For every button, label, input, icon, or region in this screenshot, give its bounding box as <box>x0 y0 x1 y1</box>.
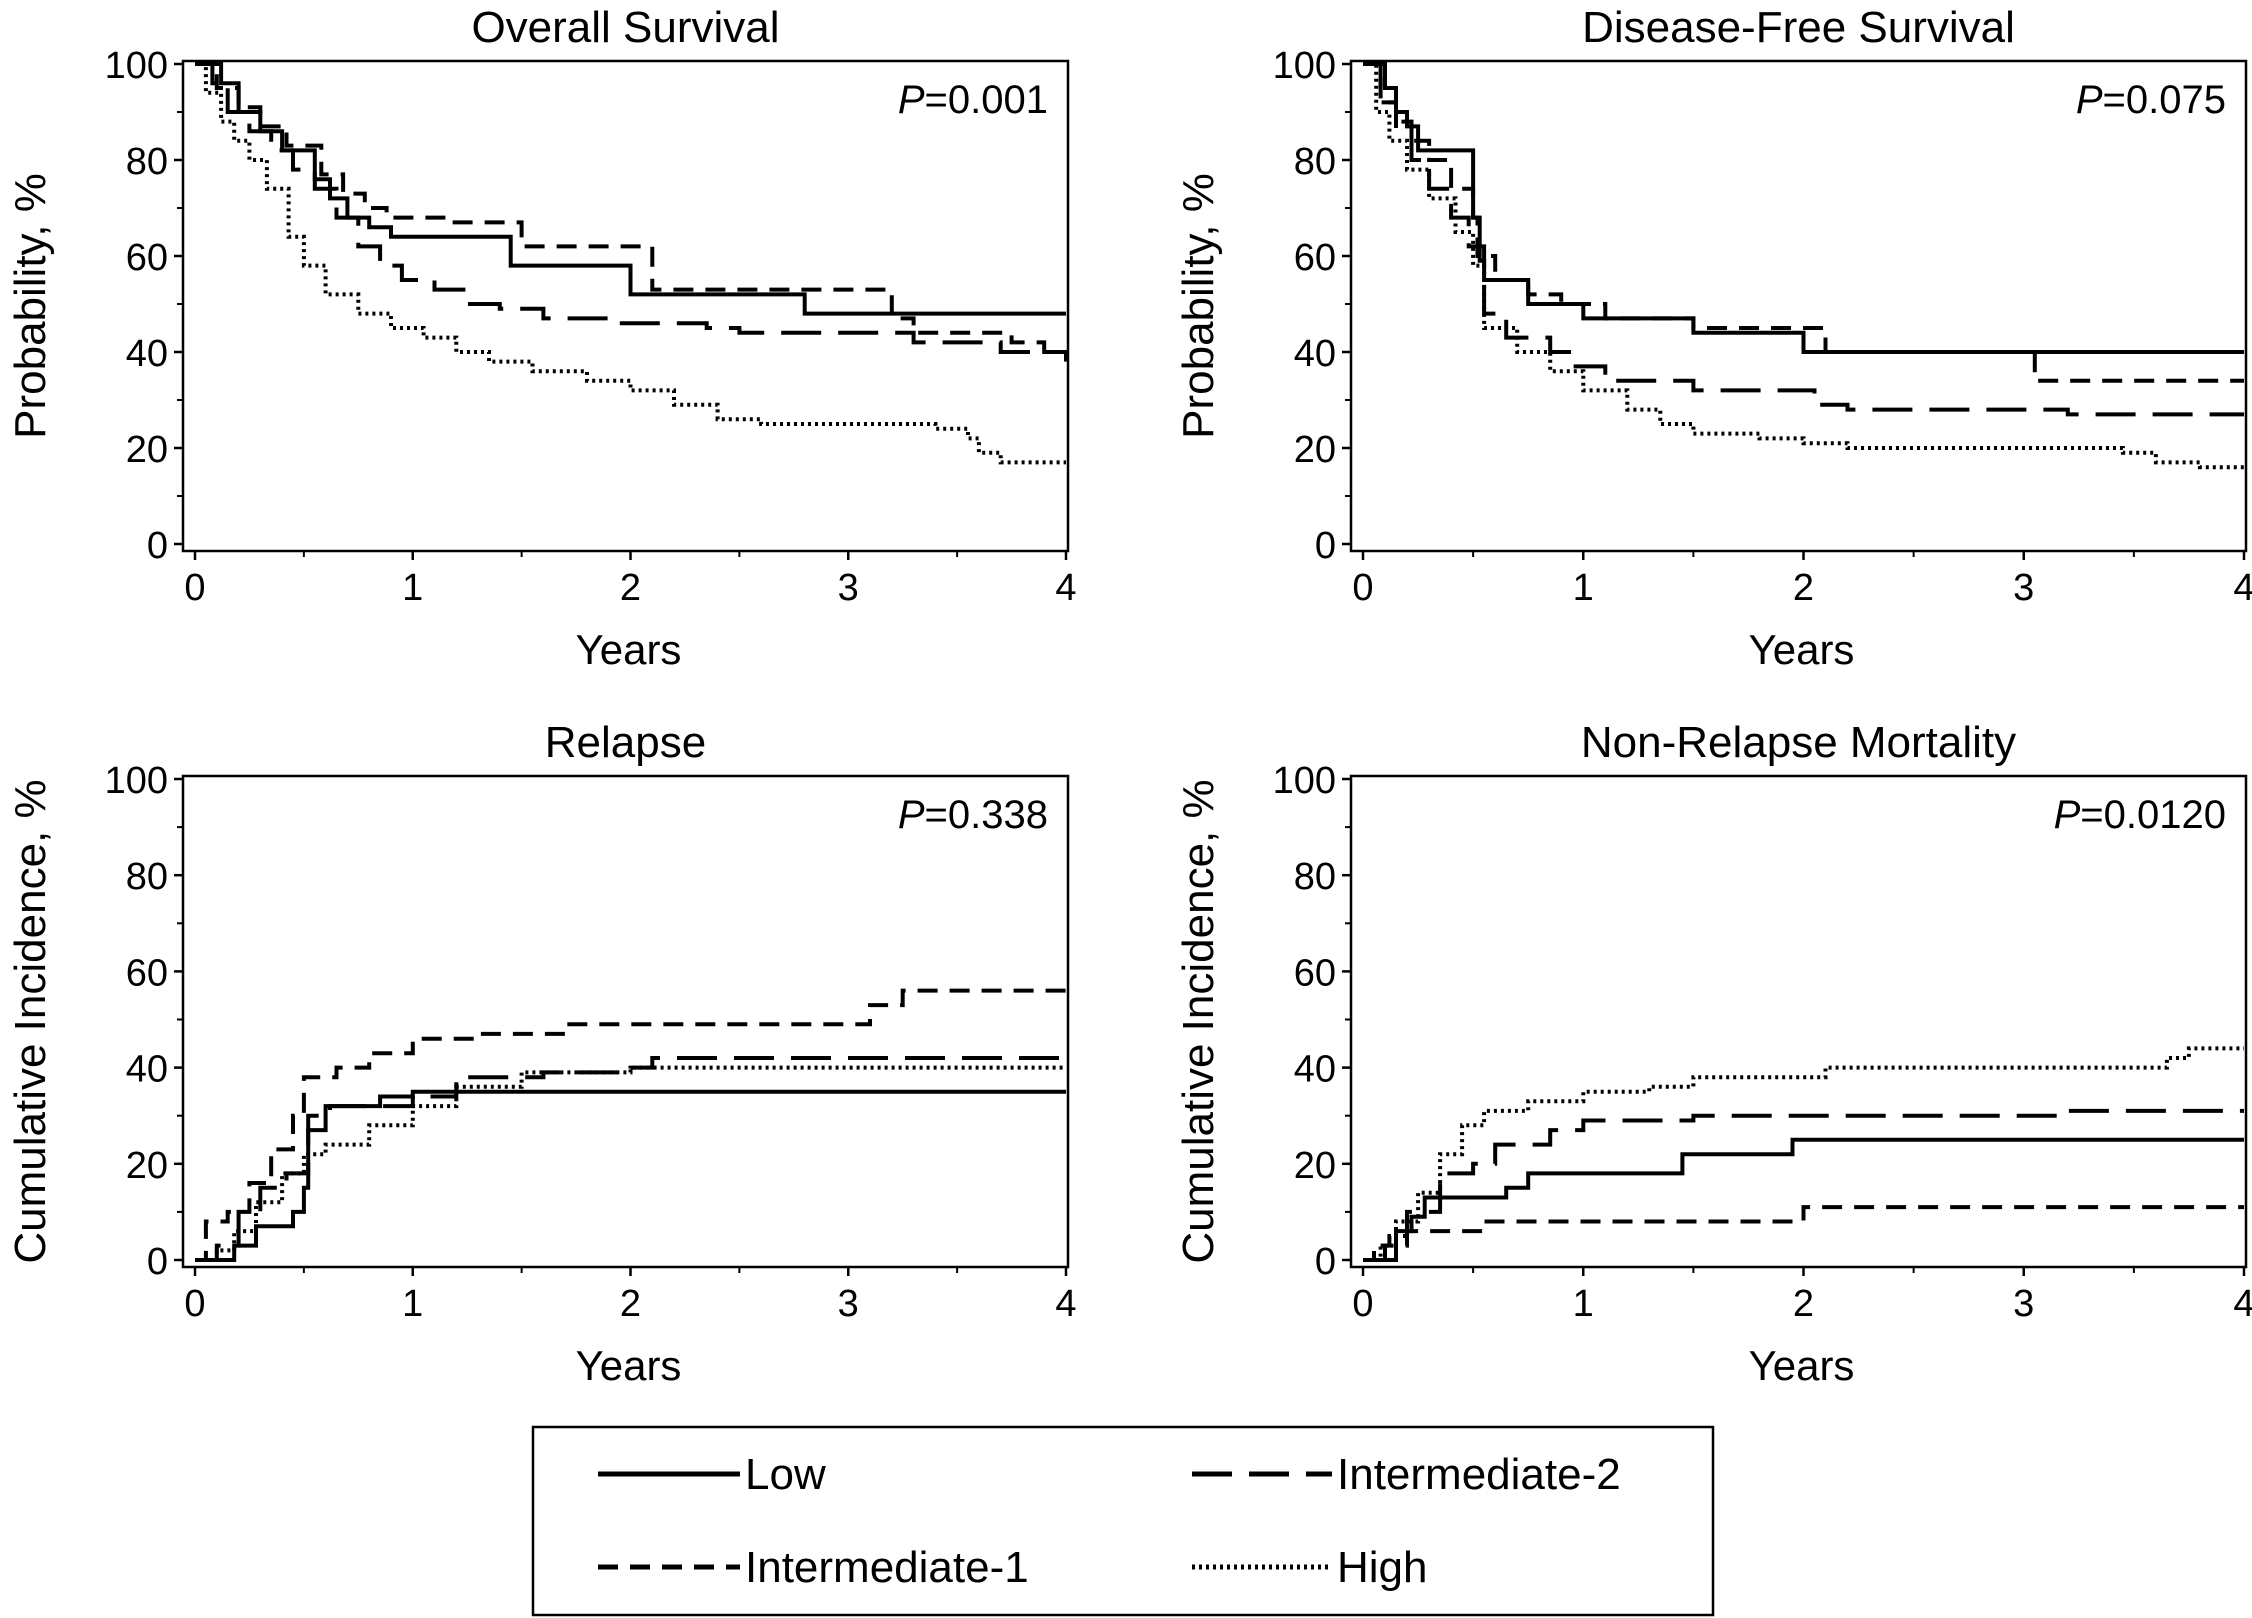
p-value-symbol: P <box>2054 793 2081 837</box>
y-tick-label: 0 <box>147 1241 168 1283</box>
series-line-high <box>1363 1046 2244 1262</box>
series-line-intermediate-2 <box>1363 1108 2244 1262</box>
y-axis-label: Probability, % <box>1174 173 1223 439</box>
x-tick-label: 0 <box>1352 567 1373 609</box>
x-axis-label: Years <box>1749 626 1855 673</box>
series-line-intermediate-2 <box>195 62 1068 362</box>
y-axis-label: Probability, % <box>6 173 55 439</box>
x-tick-label: 0 <box>184 1283 205 1325</box>
y-tick-label: 20 <box>126 1145 168 1187</box>
y-tick-label: 40 <box>126 1049 168 1091</box>
y-tick-label: 20 <box>1294 429 1336 471</box>
chart-title: Disease-Free Survival <box>1582 3 2015 52</box>
x-tick-label: 2 <box>620 567 641 609</box>
y-tick-label: 80 <box>126 141 168 183</box>
y-tick-label: 20 <box>126 429 168 471</box>
p-value-symbol: P <box>898 78 925 122</box>
legend: Low Intermediate-2 Intermediate-1 High <box>531 1425 1715 1617</box>
panel-non-relapse-mortality: Non-Relapse MortalityP=0.012002040608010… <box>1174 718 2252 1389</box>
p-value-text: =0.001 <box>925 78 1048 122</box>
series-line-low <box>195 1089 1066 1262</box>
y-tick-label: 20 <box>1294 1145 1336 1187</box>
y-tick-label: 60 <box>126 237 168 279</box>
legend-label-low: Low <box>745 1450 826 1499</box>
series-line-intermediate-2 <box>1363 62 2244 417</box>
series-line-low <box>1363 1137 2244 1262</box>
y-tick-label: 40 <box>1294 333 1336 375</box>
y-tick-label: 40 <box>126 333 168 375</box>
x-tick-label: 2 <box>620 1283 641 1325</box>
y-tick-label: 100 <box>1273 45 1336 87</box>
p-value-annotation: P=0.338 <box>898 793 1048 837</box>
y-tick-label: 60 <box>1294 952 1336 994</box>
y-tick-label: 60 <box>1294 237 1336 279</box>
panel-disease-free-survival: Disease-Free SurvivalP=0.075020406080100… <box>1174 3 2252 673</box>
x-axis-label: Years <box>576 626 682 673</box>
x-tick-label: 4 <box>1055 567 1076 609</box>
y-axis-label: Cumulative Incidence, % <box>1174 779 1223 1263</box>
y-tick-label: 100 <box>1273 760 1336 802</box>
x-tick-label: 1 <box>1573 1283 1594 1325</box>
y-tick-label: 40 <box>1294 1049 1336 1091</box>
p-value-annotation: P=0.001 <box>898 78 1048 122</box>
x-tick-label: 0 <box>184 567 205 609</box>
series-line-high <box>1363 62 2244 470</box>
series-line-intermediate-2 <box>195 1056 1066 1262</box>
panel-relapse: Relapse P=0.338 0 20 40 60 80 100 0 1 2 3 4 Years Cumu… <box>6 718 1077 1389</box>
series-line-intermediate-1 <box>195 988 1066 1262</box>
series-line-intermediate-1 <box>1363 62 2244 383</box>
series-line-high <box>195 62 1066 465</box>
y-tick-label: 0 <box>147 525 168 567</box>
x-tick-label: 3 <box>838 567 859 609</box>
y-tick-label: 100 <box>105 760 168 802</box>
y-tick-label: 0 <box>1315 1241 1336 1283</box>
plot-frame <box>1349 59 2248 553</box>
x-tick-label: 4 <box>2233 1283 2252 1325</box>
legend-label-intermediate-1: Intermediate-1 <box>745 1543 1029 1592</box>
p-value-annotation: P=0.075 <box>2076 78 2226 122</box>
chart-title: Overall Survival <box>471 3 779 52</box>
y-axis-label: Cumulative Incidence, % <box>6 779 55 1263</box>
p-value-symbol: P <box>898 793 925 837</box>
chart-title: Non-Relapse Mortality <box>1581 718 2016 767</box>
x-tick-label: 3 <box>838 1283 859 1325</box>
x-tick-label: 3 <box>2013 1283 2034 1325</box>
x-tick-label: 1 <box>1573 567 1594 609</box>
plot-frame <box>1349 774 2248 1269</box>
p-value-text: =0.338 <box>925 793 1048 837</box>
x-tick-label: 2 <box>1793 567 1814 609</box>
x-tick-label: 2 <box>1793 1283 1814 1325</box>
series-line-high <box>195 1065 1066 1262</box>
p-value-annotation: P=0.0120 <box>2054 793 2226 837</box>
x-tick-label: 1 <box>402 1283 423 1325</box>
legend-label-high: High <box>1337 1543 1428 1592</box>
panel-overall-survival: Overall Survival P=0.001 0 20 40 60 80 100 0 1 2 3 4… <box>6 3 1077 673</box>
y-tick-label: 100 <box>105 45 168 87</box>
y-tick-label: 60 <box>126 952 168 994</box>
x-tick-label: 4 <box>2233 567 2252 609</box>
x-tick-label: 3 <box>2013 567 2034 609</box>
p-value-text: =0.075 <box>2103 78 2226 122</box>
legend-label-intermediate-2: Intermediate-2 <box>1337 1450 1621 1499</box>
y-tick-label: 0 <box>1315 525 1336 567</box>
plot-frame <box>181 774 1070 1269</box>
y-tick-label: 80 <box>1294 141 1336 183</box>
x-axis-label: Years <box>576 1342 682 1389</box>
chart-title: Relapse <box>545 718 706 767</box>
x-axis-label: Years <box>1749 1342 1855 1389</box>
p-value-symbol: P <box>2076 78 2103 122</box>
x-tick-label: 0 <box>1352 1283 1373 1325</box>
x-tick-label: 4 <box>1055 1283 1076 1325</box>
p-value-text: =0.0120 <box>2080 793 2226 837</box>
y-tick-label: 80 <box>126 856 168 898</box>
x-tick-label: 1 <box>402 567 423 609</box>
plot-frame <box>181 59 1070 553</box>
y-tick-label: 80 <box>1294 856 1336 898</box>
legend-box <box>531 1425 1715 1617</box>
